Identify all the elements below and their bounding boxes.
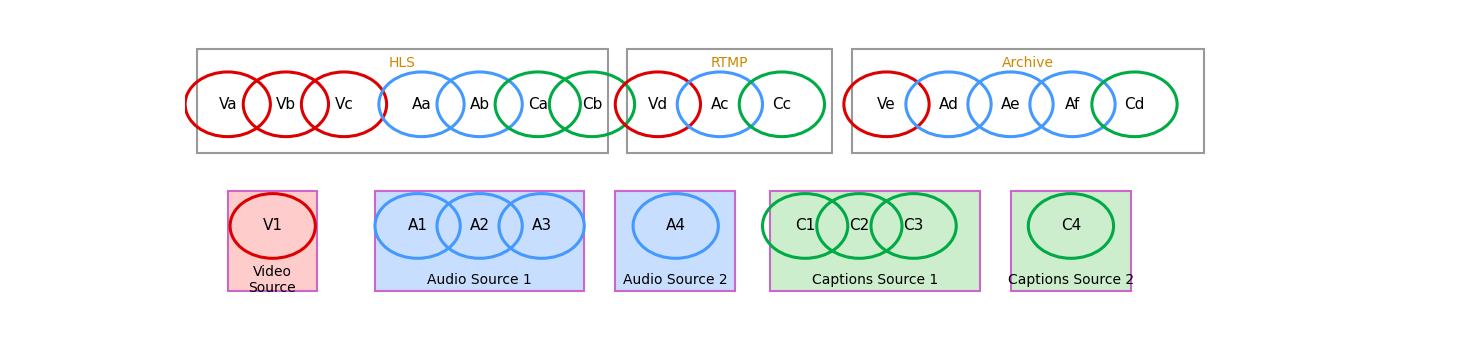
Text: Vc: Vc bbox=[335, 97, 354, 112]
Text: C4: C4 bbox=[1060, 218, 1081, 234]
FancyBboxPatch shape bbox=[852, 49, 1204, 153]
Text: V1: V1 bbox=[262, 218, 283, 234]
Text: Audio Source 2: Audio Source 2 bbox=[624, 273, 727, 287]
Text: RTMP: RTMP bbox=[711, 56, 748, 70]
Text: C1: C1 bbox=[795, 218, 815, 234]
Text: Captions Source 2: Captions Source 2 bbox=[1007, 273, 1133, 287]
Text: Video
Source: Video Source bbox=[249, 265, 296, 295]
Text: C3: C3 bbox=[903, 218, 924, 234]
Text: Ab: Ab bbox=[469, 97, 490, 112]
Text: A2: A2 bbox=[469, 218, 490, 234]
Text: Vb: Vb bbox=[275, 97, 296, 112]
Text: A4: A4 bbox=[665, 218, 686, 234]
Text: Va: Va bbox=[218, 97, 237, 112]
FancyBboxPatch shape bbox=[770, 191, 979, 292]
Text: Audio Source 1: Audio Source 1 bbox=[427, 273, 532, 287]
Text: Cc: Cc bbox=[772, 97, 791, 112]
FancyBboxPatch shape bbox=[228, 191, 317, 292]
FancyBboxPatch shape bbox=[1010, 191, 1130, 292]
Text: Ve: Ve bbox=[877, 97, 896, 112]
Text: Aa: Aa bbox=[412, 97, 431, 112]
FancyBboxPatch shape bbox=[615, 191, 736, 292]
FancyBboxPatch shape bbox=[626, 49, 832, 153]
Text: Ca: Ca bbox=[527, 97, 548, 112]
Text: A1: A1 bbox=[407, 218, 428, 234]
Text: Ac: Ac bbox=[711, 97, 729, 112]
FancyBboxPatch shape bbox=[197, 49, 607, 153]
Text: C2: C2 bbox=[849, 218, 869, 234]
Text: Ae: Ae bbox=[1001, 97, 1020, 112]
Text: Archive: Archive bbox=[1003, 56, 1054, 70]
Text: Ad: Ad bbox=[939, 97, 958, 112]
Text: HLS: HLS bbox=[388, 56, 416, 70]
Text: Af: Af bbox=[1065, 97, 1080, 112]
Text: Cb: Cb bbox=[582, 97, 603, 112]
Text: Captions Source 1: Captions Source 1 bbox=[812, 273, 937, 287]
FancyBboxPatch shape bbox=[375, 191, 584, 292]
Text: A3: A3 bbox=[532, 218, 552, 234]
Text: Cd: Cd bbox=[1124, 97, 1145, 112]
Text: Vd: Vd bbox=[647, 97, 668, 112]
